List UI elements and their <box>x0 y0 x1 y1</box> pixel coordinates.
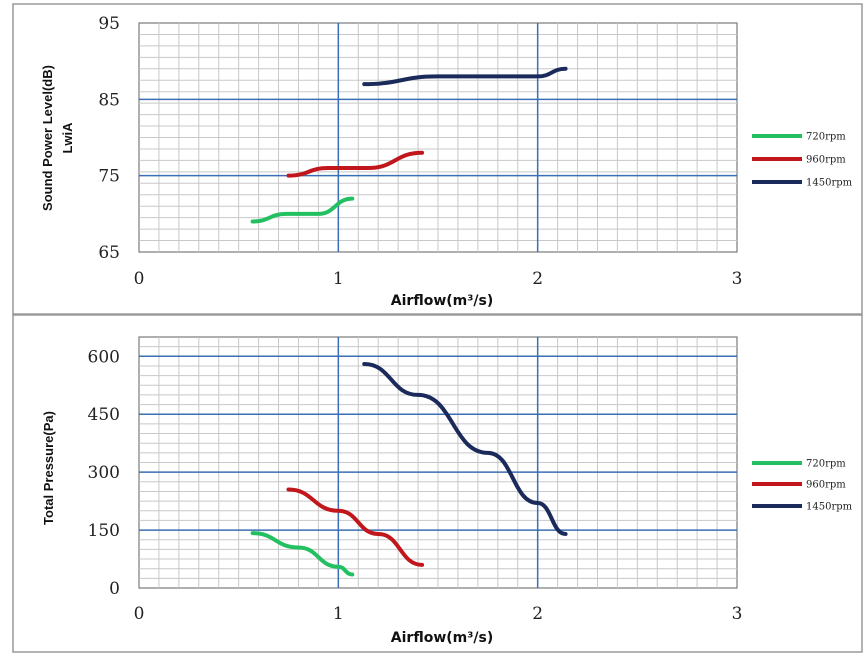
legend-entry: 1450rpm <box>806 502 853 513</box>
sound-power-chart: 0 1 2 3 65 75 85 95 Airflow(m³/s) Sound Power Lev… <box>40 14 853 309</box>
series-line-1450rpm <box>362 66 568 87</box>
y-tick-label: 85 <box>98 90 120 110</box>
y-tick-label: 300 <box>88 463 120 483</box>
y-tick-label: 450 <box>88 405 120 425</box>
total-pressure-chart: 0 1 2 3 0 150 300 450 600 Airflow(m³/s) Total Pres… <box>41 336 853 646</box>
legend-entry: 720rpm <box>806 459 846 470</box>
y-tick-label: 0 <box>109 579 120 599</box>
legend-entry: 720rpm <box>806 132 846 143</box>
x-tick-label: 1 <box>333 269 344 289</box>
legend-entry: 960rpm <box>806 480 846 491</box>
series-line-720rpm <box>250 196 355 224</box>
y-tick-label: 95 <box>98 14 120 34</box>
bottom-chart-frame <box>12 314 863 653</box>
legend-entry: 960rpm <box>806 155 846 166</box>
series-line-720rpm <box>250 531 355 577</box>
series-line-960rpm <box>286 487 425 567</box>
y-axis-label: LwiA <box>60 122 75 154</box>
y-tick-label: 150 <box>88 521 120 541</box>
x-tick-label: 3 <box>732 269 743 289</box>
x-tick-label: 3 <box>732 604 743 624</box>
x-axis-label: Airflow(m³/s) <box>391 293 493 309</box>
x-tick-label: 2 <box>532 604 543 624</box>
y-tick-label: 75 <box>98 167 120 187</box>
y-tick-label: 600 <box>88 347 120 367</box>
x-tick-label: 2 <box>532 269 543 289</box>
series-line-1450rpm <box>362 362 568 536</box>
y-axis-label: Sound Power Level(dB) <box>40 65 55 211</box>
y-axis-label: Total Pressure(Pa) <box>41 411 56 525</box>
x-tick-label: 1 <box>333 604 344 624</box>
legend-entry: 1450rpm <box>806 178 853 189</box>
x-tick-label: 0 <box>134 269 145 289</box>
top-chart-frame <box>12 3 863 315</box>
x-axis-label: Airflow(m³/s) <box>391 630 493 646</box>
y-tick-label: 65 <box>98 243 120 263</box>
series-line-960rpm <box>286 150 425 178</box>
x-tick-label: 0 <box>134 604 145 624</box>
